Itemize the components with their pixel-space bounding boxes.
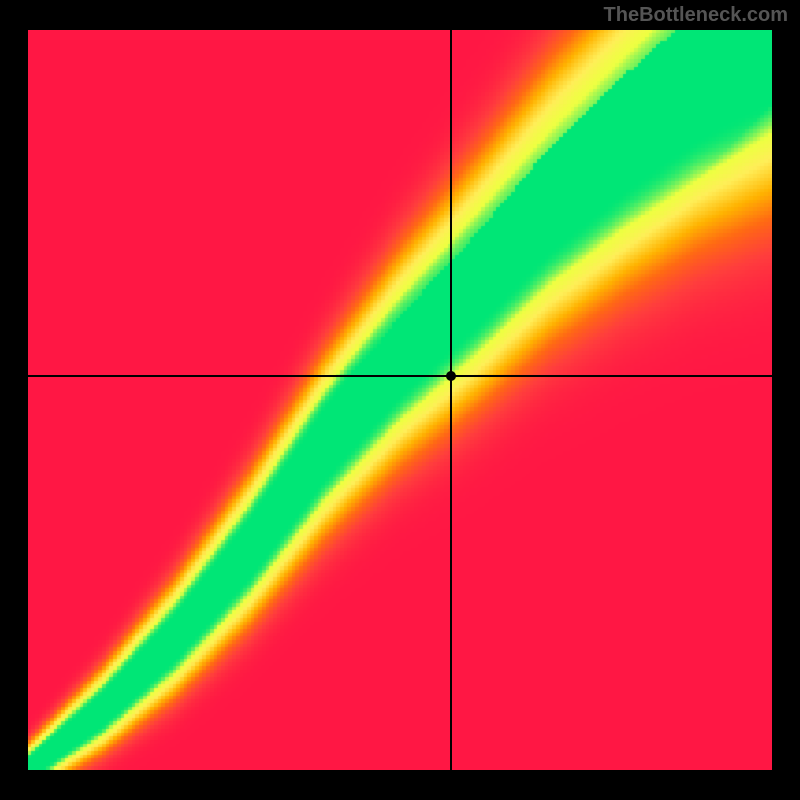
heatmap-canvas: [28, 30, 772, 770]
plot-area: [28, 30, 772, 770]
crosshair-horizontal: [28, 375, 772, 377]
crosshair-marker: [446, 371, 456, 381]
watermark-text: TheBottleneck.com: [604, 4, 788, 27]
crosshair-vertical: [450, 30, 452, 770]
chart-container: TheBottleneck.com: [0, 0, 800, 800]
